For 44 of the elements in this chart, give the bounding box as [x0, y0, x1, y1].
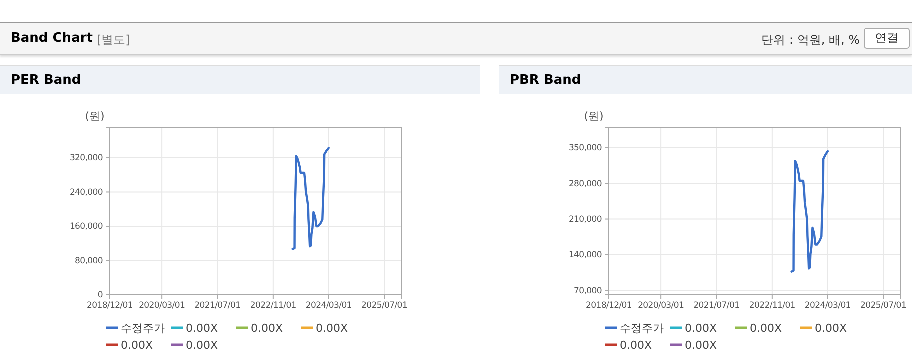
- legend-label: 0.00X: [121, 339, 154, 352]
- y-tick-label: 80,000: [75, 256, 103, 266]
- x-tick-label: 2024/03/01: [804, 301, 851, 312]
- x-tick-label: 2021/07/01: [194, 301, 241, 312]
- legend-label: 0.00X: [750, 322, 782, 335]
- y-tick-label: 350,000: [568, 144, 602, 154]
- x-tick-label: 2020/03/01: [638, 301, 684, 312]
- text: 단위 : 억원, 배, %: [762, 32, 860, 49]
- legend-label: 0.00X: [815, 322, 848, 335]
- y-tick-label: 210,000: [568, 214, 602, 225]
- y-tick-label: 70,000: [574, 286, 602, 296]
- legend-label: 0.00X: [186, 339, 218, 352]
- y-tick-label: 240,000: [70, 188, 103, 198]
- legend-label: 수정주가: [121, 322, 165, 335]
- y-tick-label: 0: [98, 290, 103, 301]
- line-series: [292, 147, 330, 250]
- x-tick-label: 2025/07/01: [362, 301, 408, 312]
- x-tick-label: 2018/12/01: [87, 301, 133, 312]
- x-tick-label: 2022/11/01: [250, 301, 296, 312]
- x-tick-label: 2021/07/01: [694, 301, 740, 312]
- legend-label: 수정주가: [620, 322, 664, 335]
- legend-label: 0.00X: [685, 339, 718, 352]
- y-axis-title: (원): [85, 110, 105, 123]
- line-series: [790, 150, 830, 273]
- legend-label: 0.00X: [251, 322, 284, 335]
- y-tick-label: 160,000: [70, 222, 103, 232]
- y-axis-title: (원): [584, 110, 604, 123]
- legend-label: 0.00X: [186, 322, 218, 335]
- y-tick-label: 140,000: [568, 250, 602, 261]
- toggle-button: 연결: [864, 28, 910, 49]
- y-tick-label: 320,000: [70, 154, 103, 164]
- x-tick-label: 2025/07/01: [860, 301, 907, 312]
- y-tick-label: 280,000: [568, 179, 602, 190]
- text: [별도]: [97, 32, 130, 49]
- x-tick-label: 2024/03/01: [306, 301, 352, 312]
- x-tick-label: 2020/03/01: [139, 301, 186, 312]
- x-tick-label: 2022/11/01: [749, 301, 796, 312]
- chart-title: PER Band: [0, 65, 480, 94]
- text: Band Chart: [11, 31, 93, 46]
- chart-title: PBR Band: [499, 65, 912, 94]
- legend-label: 0.00X: [620, 339, 652, 352]
- legend-label: 0.00X: [316, 322, 348, 335]
- x-tick-label: 2018/12/01: [586, 301, 632, 312]
- legend-label: 0.00X: [685, 322, 718, 335]
